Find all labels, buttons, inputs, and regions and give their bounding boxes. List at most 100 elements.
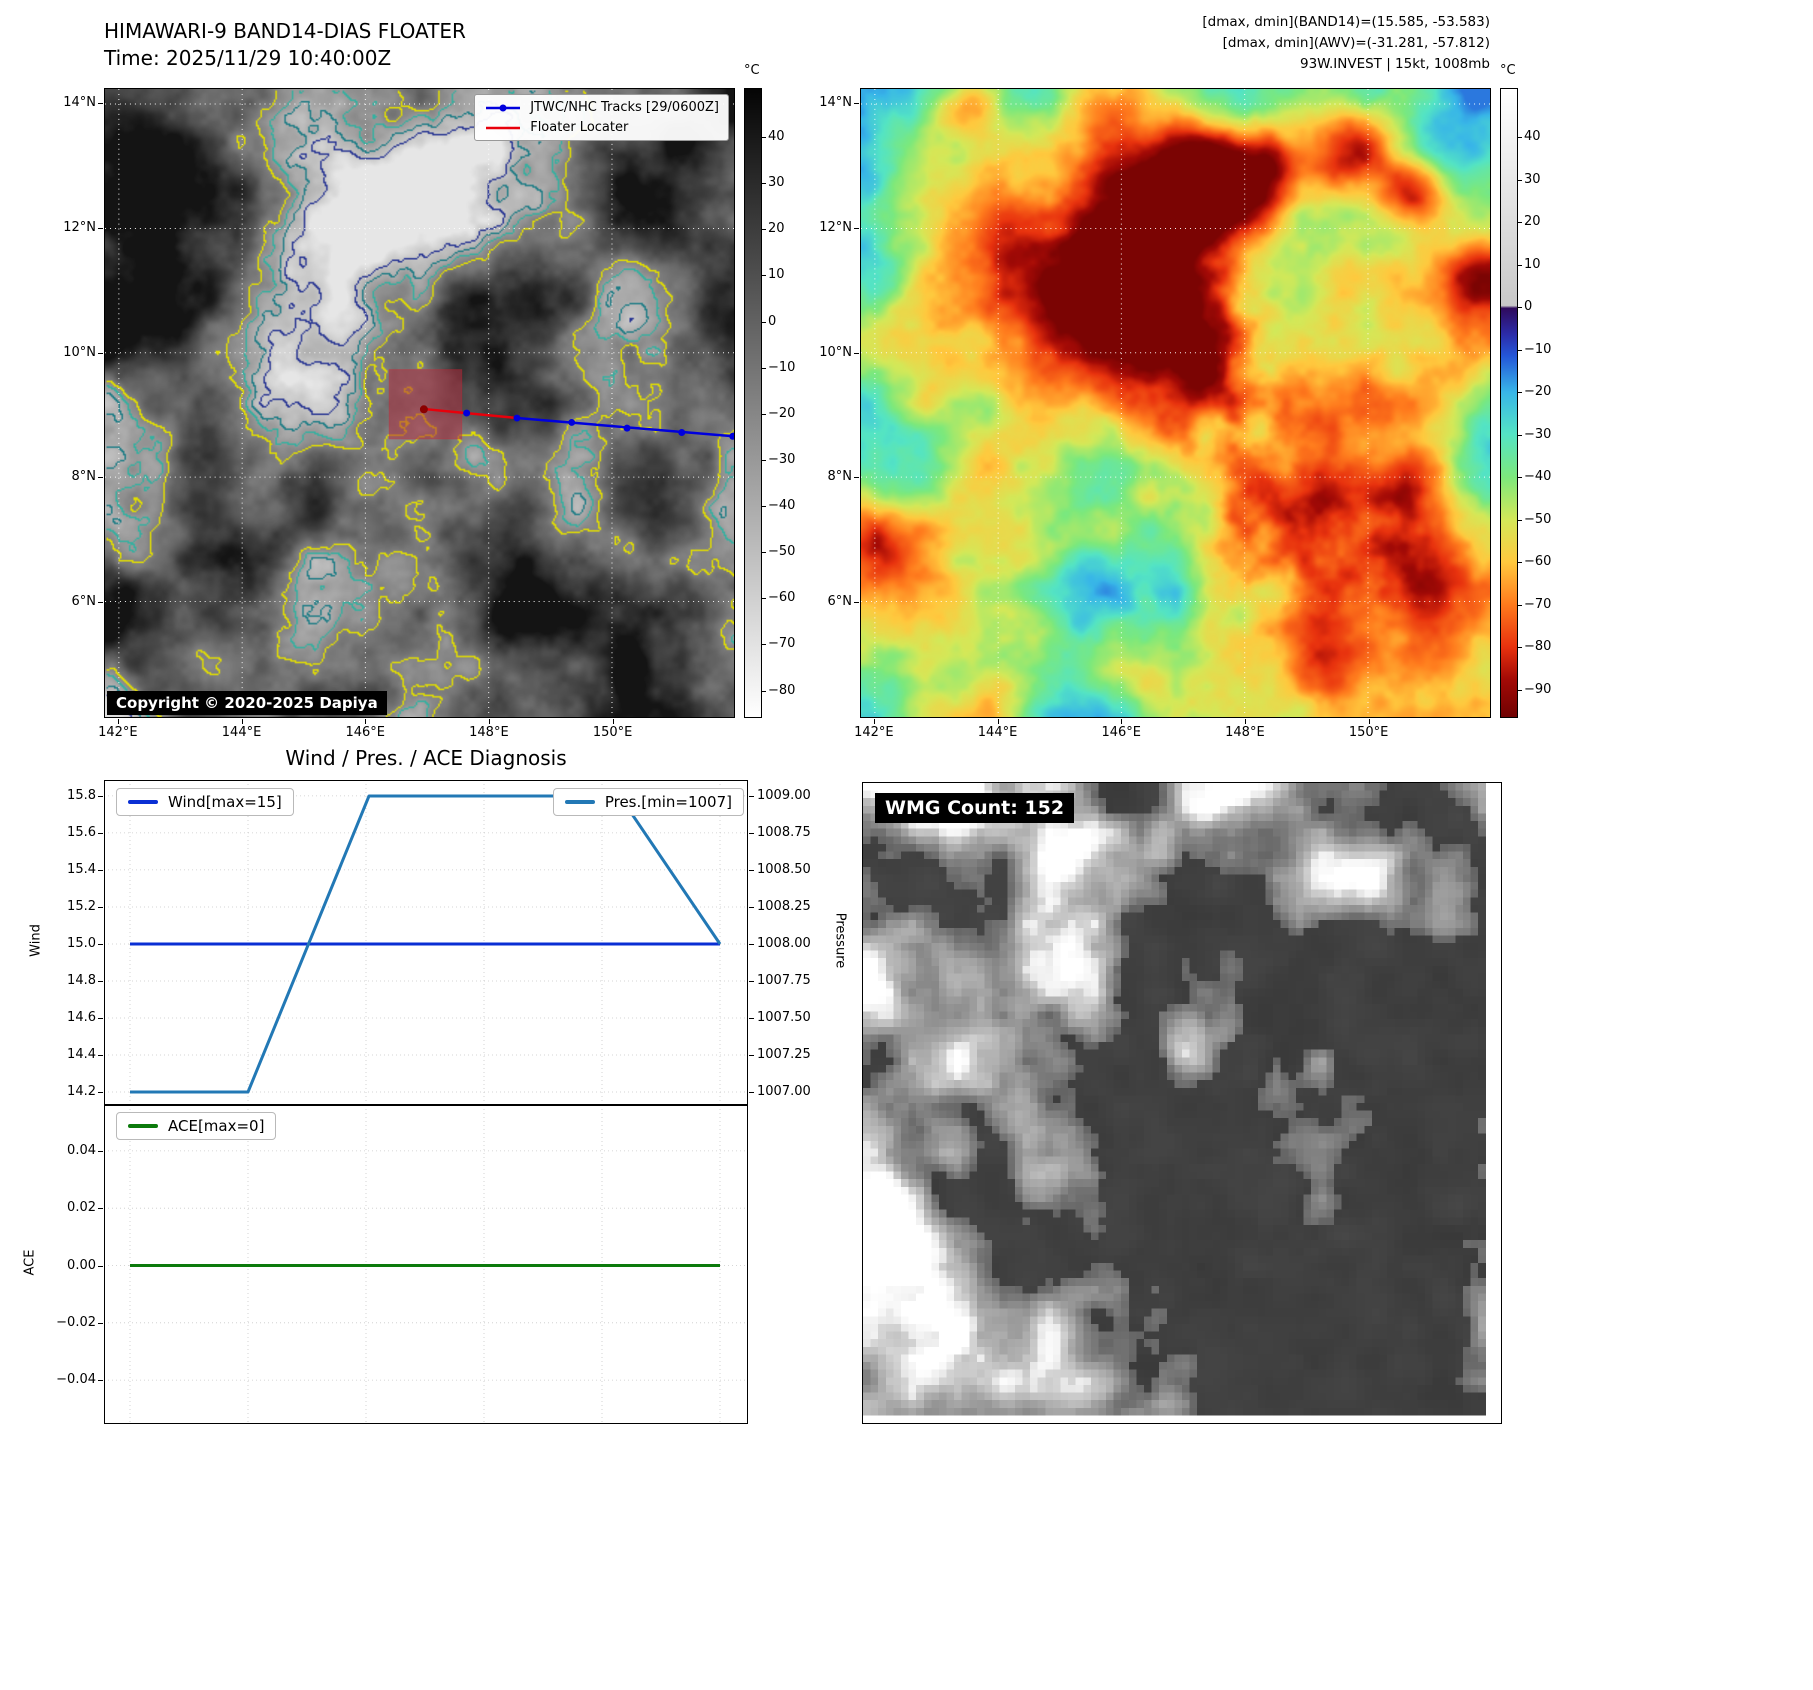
ace-ytick-label: −0.02: [56, 1314, 96, 1330]
legend-label: Floater Locater: [530, 120, 629, 135]
band14-xtick-label: 148°E: [469, 725, 509, 740]
band14-cbar-tick-mark: [762, 598, 766, 600]
awv-cbar-tick-mark: [1518, 604, 1522, 606]
latlon-grid: [861, 89, 1490, 717]
awv-header: [dmax, dmin](BAND14)=(15.585, -53.583) […: [870, 12, 1490, 75]
band14-cbar-tick-mark: [762, 644, 766, 646]
wmg-image: [863, 783, 1501, 1423]
band14-cbar-tick-label: −40: [768, 498, 796, 514]
awv-cbar-tick-label: 10: [1524, 256, 1541, 272]
windpres-ytick-label: 15.2: [67, 898, 96, 914]
band14-xtick-mark: [365, 719, 367, 724]
awv-cbar-tick-mark: [1518, 477, 1522, 479]
track-point: [623, 424, 631, 432]
ace-ytick-label: −0.04: [56, 1372, 96, 1388]
band14-cbar-tick-label: 30: [768, 175, 785, 191]
band14-xtick-label: 146°E: [345, 725, 385, 740]
series-pres-min-1007-: [130, 794, 722, 1094]
band14-cbar-tick-mark: [762, 275, 766, 277]
band14-ytick-mark: [98, 103, 103, 105]
band14-xtick-mark: [117, 719, 119, 724]
band14-colorbar: [744, 88, 762, 718]
awv-xtick-label: 146°E: [1101, 725, 1141, 740]
track-point: [568, 418, 576, 426]
windpres-ytick-mark: [98, 1092, 103, 1094]
band14-cbar-tick-mark: [762, 367, 766, 369]
windpres-y2tick-mark: [749, 832, 754, 834]
wind-legend-swatch: [128, 800, 158, 804]
ace-ytick-mark: [98, 1380, 103, 1382]
windpres-ytick-label: 15.6: [67, 824, 96, 840]
band14-xtick-label: 142°E: [98, 725, 138, 740]
awv-ytick-mark: [854, 352, 859, 354]
band14-legend: JTWC/NHC Tracks [29/0600Z] Floater Locate…: [474, 94, 729, 141]
windpres-y2tick-mark: [749, 943, 754, 945]
awv-ytick-label: 14°N: [819, 95, 852, 111]
track-point: [463, 409, 471, 417]
awv-ytick-label: 8°N: [827, 469, 853, 485]
band14-cbar-tick-mark: [762, 183, 766, 185]
band14-ytick-label: 8°N: [71, 469, 97, 485]
storm-track: [388, 369, 734, 440]
awv-xtick-mark: [997, 719, 999, 724]
awv-cbar-tick-mark: [1518, 519, 1522, 521]
windpres-y2tick-mark: [749, 980, 754, 982]
band14-map-overlay: [105, 89, 734, 717]
awv-xtick-mark: [873, 719, 875, 724]
awv-map-overlay: [861, 89, 1490, 717]
awv-xtick-label: 142°E: [854, 725, 894, 740]
awv-cbar-tick-label: −10: [1524, 341, 1552, 357]
ace-ytick-label: 0.02: [67, 1200, 96, 1216]
awv-ytick-label: 10°N: [819, 344, 852, 360]
band14-ytick-mark: [98, 227, 103, 229]
ace-legend: ACE[max=0]: [116, 1112, 277, 1140]
band14-cbar-tick-label: 10: [768, 267, 785, 283]
band14-map-panel: JTWC/NHC Tracks [29/0600Z] Floater Locate…: [104, 88, 735, 718]
awv-cbar-tick-mark: [1518, 434, 1522, 436]
band14-ytick-mark: [98, 352, 103, 354]
awv-cbar-tick-label: −20: [1524, 384, 1552, 400]
awv-satellite-image: [861, 89, 1490, 717]
wind-legend: Wind[max=15]: [116, 788, 294, 816]
awv-cbar-tick-label: −80: [1524, 639, 1552, 655]
windpres-ytick-label: 14.2: [67, 1084, 96, 1100]
awv-xtick-label: 148°E: [1225, 725, 1265, 740]
ace-ytick-mark: [98, 1208, 103, 1210]
ace-chart: [104, 1105, 748, 1424]
band14-xtick-label: 144°E: [221, 725, 262, 740]
band14-cbar-tick-mark: [762, 321, 766, 323]
awv-header-line-1: [dmax, dmin](BAND14)=(15.585, -53.583): [1202, 14, 1490, 30]
awv-ytick-mark: [854, 477, 859, 479]
band14-cbar-tick-label: −70: [768, 636, 796, 652]
band14-title: HIMAWARI-9 BAND14-DIAS FLOATER: [104, 19, 466, 43]
windpres-y2tick-label: 1008.00: [757, 935, 811, 951]
band14-legend-item: JTWC/NHC Tracks [29/0600Z]: [484, 99, 719, 116]
band14-cbar-tick-mark: [762, 459, 766, 461]
awv-xtick-mark: [1121, 719, 1123, 724]
windpres-y2tick-mark: [749, 1054, 754, 1056]
storm-center-point: [419, 405, 428, 414]
band14-xtick-mark: [488, 719, 490, 724]
awv-header-line-3: 93W.INVEST | 15kt, 1008mb: [1299, 56, 1490, 72]
windpres-y2tick-label: 1007.25: [757, 1046, 811, 1062]
band14-cbar-tick-label: 20: [768, 221, 785, 237]
band14-cbar-tick-mark: [762, 229, 766, 231]
windpres-ytick-mark: [98, 869, 103, 871]
awv-cbar-tick-label: −60: [1524, 554, 1552, 570]
band14-cbar-tick-label: −80: [768, 682, 796, 698]
windpres-y2tick-label: 1007.50: [757, 1009, 811, 1025]
band14-cbar-tick-label: 40: [768, 129, 785, 145]
band14-cbar-tick-label: −60: [768, 590, 796, 606]
awv-ytick-mark: [854, 227, 859, 229]
awv-cbar-tick-mark: [1518, 137, 1522, 139]
awv-ytick-label: 12°N: [819, 219, 852, 235]
band14-cbar-tick-mark: [762, 413, 766, 415]
band14-copyright: Copyright © 2020-2025 Dapiya: [107, 691, 387, 715]
diagnosis-title: Wind / Pres. / ACE Diagnosis: [285, 746, 567, 770]
ace-ytick-mark: [98, 1322, 103, 1324]
band14-ytick-mark: [98, 602, 103, 604]
awv-cbar-tick-mark: [1518, 689, 1522, 691]
band14-ytick-label: 14°N: [63, 95, 96, 111]
windpres-y2tick-label: 1008.75: [757, 824, 811, 840]
